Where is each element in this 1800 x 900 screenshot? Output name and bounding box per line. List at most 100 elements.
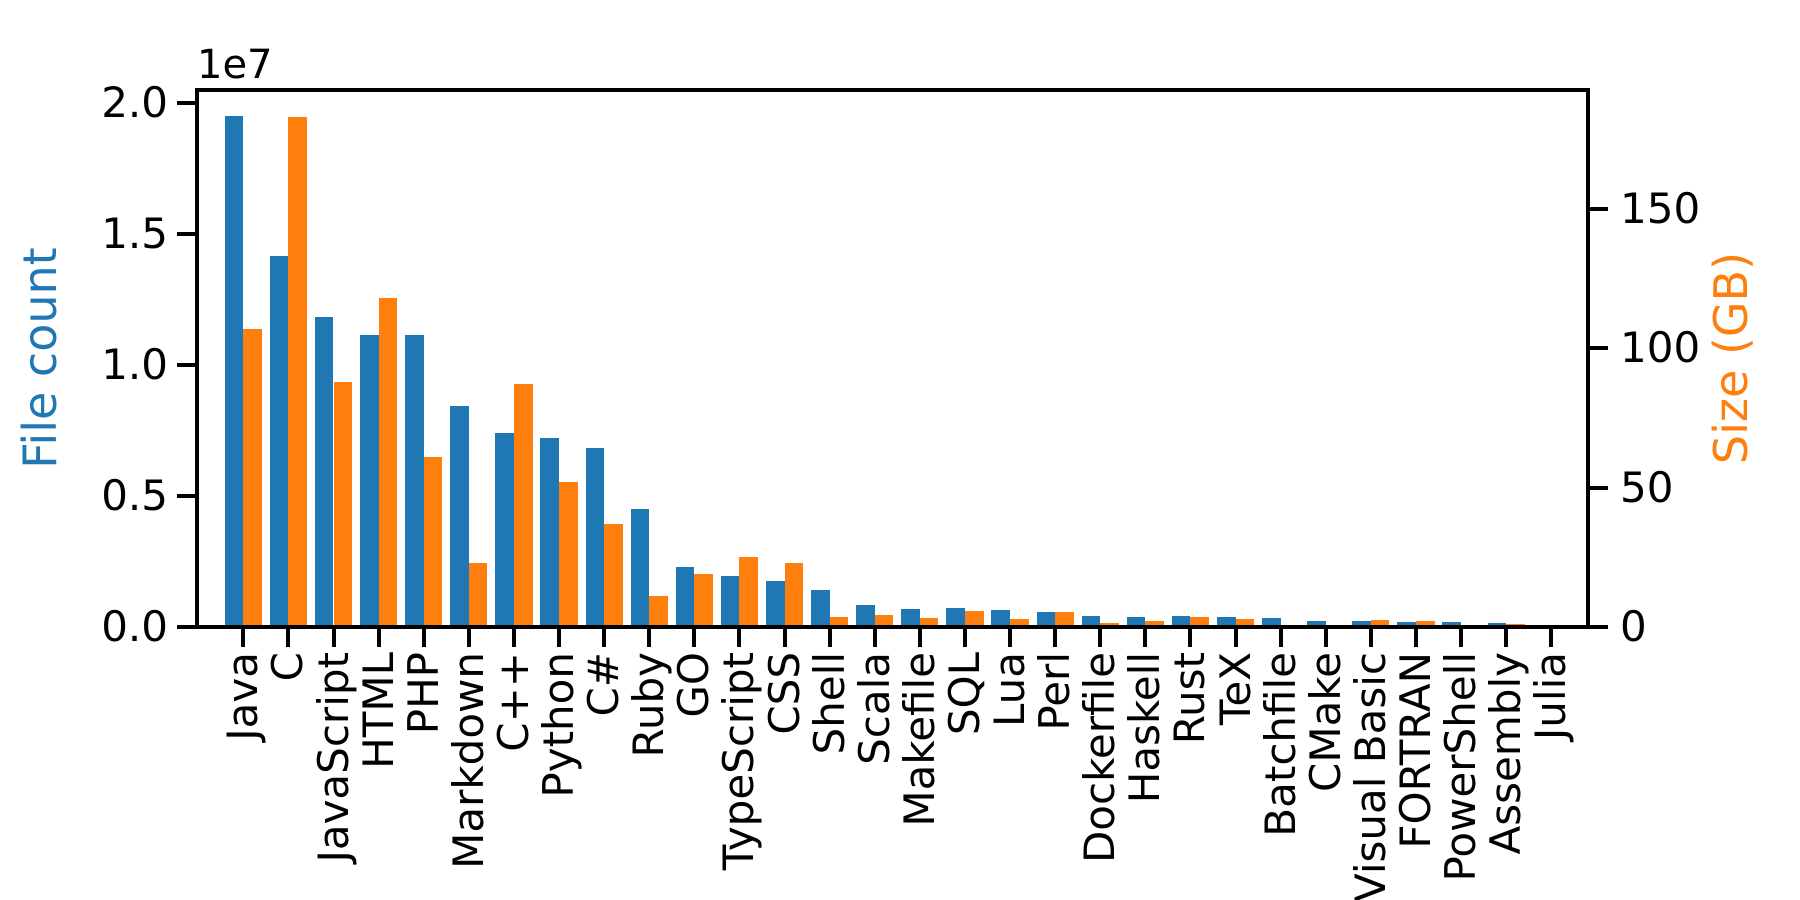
x-tick-typescript	[737, 627, 742, 647]
bar-file-count-tex	[1216, 617, 1236, 627]
x-tick-batchfile	[1278, 627, 1283, 647]
x-tick-fortran	[1413, 627, 1418, 647]
bar-size-gb-perl	[1055, 611, 1074, 627]
bar-size-gb-go	[694, 573, 713, 627]
x-tick-label-batchfile: Batchfile	[1255, 652, 1305, 837]
bar-file-count-perl	[1036, 611, 1056, 627]
right-y-tick-label: 0	[1620, 602, 1647, 651]
x-tick-label-powershell: PowerShell	[1436, 652, 1486, 882]
bar-size-gb-sql	[964, 610, 984, 627]
right-y-tick	[1588, 206, 1608, 211]
right-y-tick-label: 150	[1620, 183, 1701, 233]
bar-file-count-go	[675, 566, 695, 627]
x-tick-assembly	[1504, 627, 1509, 647]
left-spine	[195, 88, 199, 629]
x-tick-shell	[827, 627, 832, 647]
bar-file-count-c	[585, 448, 605, 627]
bar-size-gb-haskell	[1145, 620, 1164, 627]
bar-size-gb-tex	[1235, 618, 1255, 627]
left-y-tick-label: 1.5	[101, 209, 168, 259]
x-tick-lua	[1008, 627, 1013, 647]
x-tick-php	[421, 627, 426, 647]
x-tick-label-assembly: Assembly	[1481, 652, 1531, 855]
bar-size-gb-java	[243, 328, 262, 627]
x-tick-label-c: C++	[488, 652, 538, 752]
bar-file-count-visual-basic	[1352, 621, 1371, 627]
x-tick-label-java: Java	[218, 652, 268, 741]
x-tick-label-css: CSS	[759, 652, 809, 735]
bar-size-gb-fortran	[1415, 620, 1435, 627]
x-tick-cmake	[1323, 627, 1328, 647]
left-y-tick	[177, 101, 197, 106]
x-tick-javascript	[331, 627, 336, 647]
bar-size-gb-visual-basic	[1370, 619, 1390, 627]
x-tick-sql	[962, 627, 967, 647]
top-spine	[195, 88, 1590, 92]
x-tick-label-makefile: Makefile	[894, 652, 944, 827]
x-tick-scala	[872, 627, 877, 647]
right-spine	[1586, 88, 1590, 629]
x-tick-label-perl: Perl	[1030, 652, 1080, 731]
x-tick-c	[511, 627, 516, 647]
x-tick-label-rust: Rust	[1165, 652, 1215, 745]
bar-file-count-powershell	[1442, 621, 1462, 627]
bar-file-count-lua	[991, 609, 1011, 627]
x-tick-label-haskell: Haskell	[1120, 652, 1170, 804]
bar-file-count-scala	[856, 604, 875, 627]
bar-file-count-cmake	[1307, 620, 1326, 627]
x-tick-perl	[1053, 627, 1058, 647]
bar-file-count-haskell	[1126, 616, 1146, 627]
bar-size-gb-c	[604, 523, 623, 627]
x-tick-label-python: Python	[534, 652, 584, 798]
bar-size-gb-shell	[829, 617, 849, 627]
x-tick-julia	[1549, 627, 1554, 647]
bar-size-gb-rust	[1190, 617, 1210, 627]
x-tick-label-c: C#	[579, 652, 629, 717]
bar-size-gb-lua	[1010, 618, 1029, 627]
x-tick-markdown	[466, 627, 471, 647]
right-axis-title: Size (GB)	[1704, 251, 1758, 465]
bar-file-count-css	[765, 581, 785, 627]
y-axis-scale-offset-label: 1e7	[197, 42, 273, 88]
right-y-tick-label: 50	[1620, 462, 1674, 512]
left-y-tick	[177, 494, 197, 499]
bar-size-gb-html	[378, 297, 398, 627]
x-tick-label-lua: Lua	[985, 652, 1035, 728]
right-y-tick-label: 100	[1620, 323, 1701, 373]
x-tick-label-dockerfile: Dockerfile	[1075, 652, 1125, 864]
x-tick-label-typescript: TypeScript	[714, 652, 764, 871]
bar-file-count-ruby	[630, 509, 650, 627]
x-tick-java	[241, 627, 246, 647]
x-tick-html	[376, 627, 381, 647]
x-tick-label-go: GO	[669, 652, 719, 718]
bottom-spine	[195, 625, 1590, 629]
bar-size-gb-c	[513, 384, 533, 627]
x-tick-haskell	[1143, 627, 1148, 647]
bar-size-gb-php	[423, 456, 443, 627]
bar-file-count-makefile	[901, 608, 920, 627]
x-tick-label-javascript: JavaScript	[308, 652, 358, 863]
bar-file-count-batchfile	[1262, 618, 1281, 627]
bar-file-count-python	[540, 437, 559, 627]
x-tick-label-cmake: CMake	[1300, 652, 1350, 792]
x-tick-c	[602, 627, 607, 647]
x-tick-label-sql: SQL	[939, 652, 989, 736]
bar-file-count-typescript	[720, 575, 740, 627]
x-tick-label-shell: Shell	[804, 652, 854, 755]
x-tick-label-scala: Scala	[849, 652, 899, 765]
bar-size-gb-makefile	[919, 618, 939, 627]
left-y-tick-label: 2.0	[101, 78, 168, 128]
right-y-tick	[1588, 485, 1608, 490]
bar-size-gb-ruby	[649, 596, 668, 627]
bar-file-count-markdown	[450, 406, 469, 627]
x-tick-go	[692, 627, 697, 647]
bar-size-gb-markdown	[468, 562, 488, 627]
x-tick-label-c: C	[263, 652, 313, 682]
bar-file-count-html	[360, 334, 379, 627]
bar-file-count-sql	[946, 608, 965, 627]
x-tick-makefile	[917, 627, 922, 647]
left-y-tick-label: 0.0	[101, 602, 168, 651]
x-tick-label-julia: Julia	[1526, 652, 1576, 741]
bar-file-count-c	[495, 432, 514, 627]
bar-file-count-java	[224, 116, 244, 627]
